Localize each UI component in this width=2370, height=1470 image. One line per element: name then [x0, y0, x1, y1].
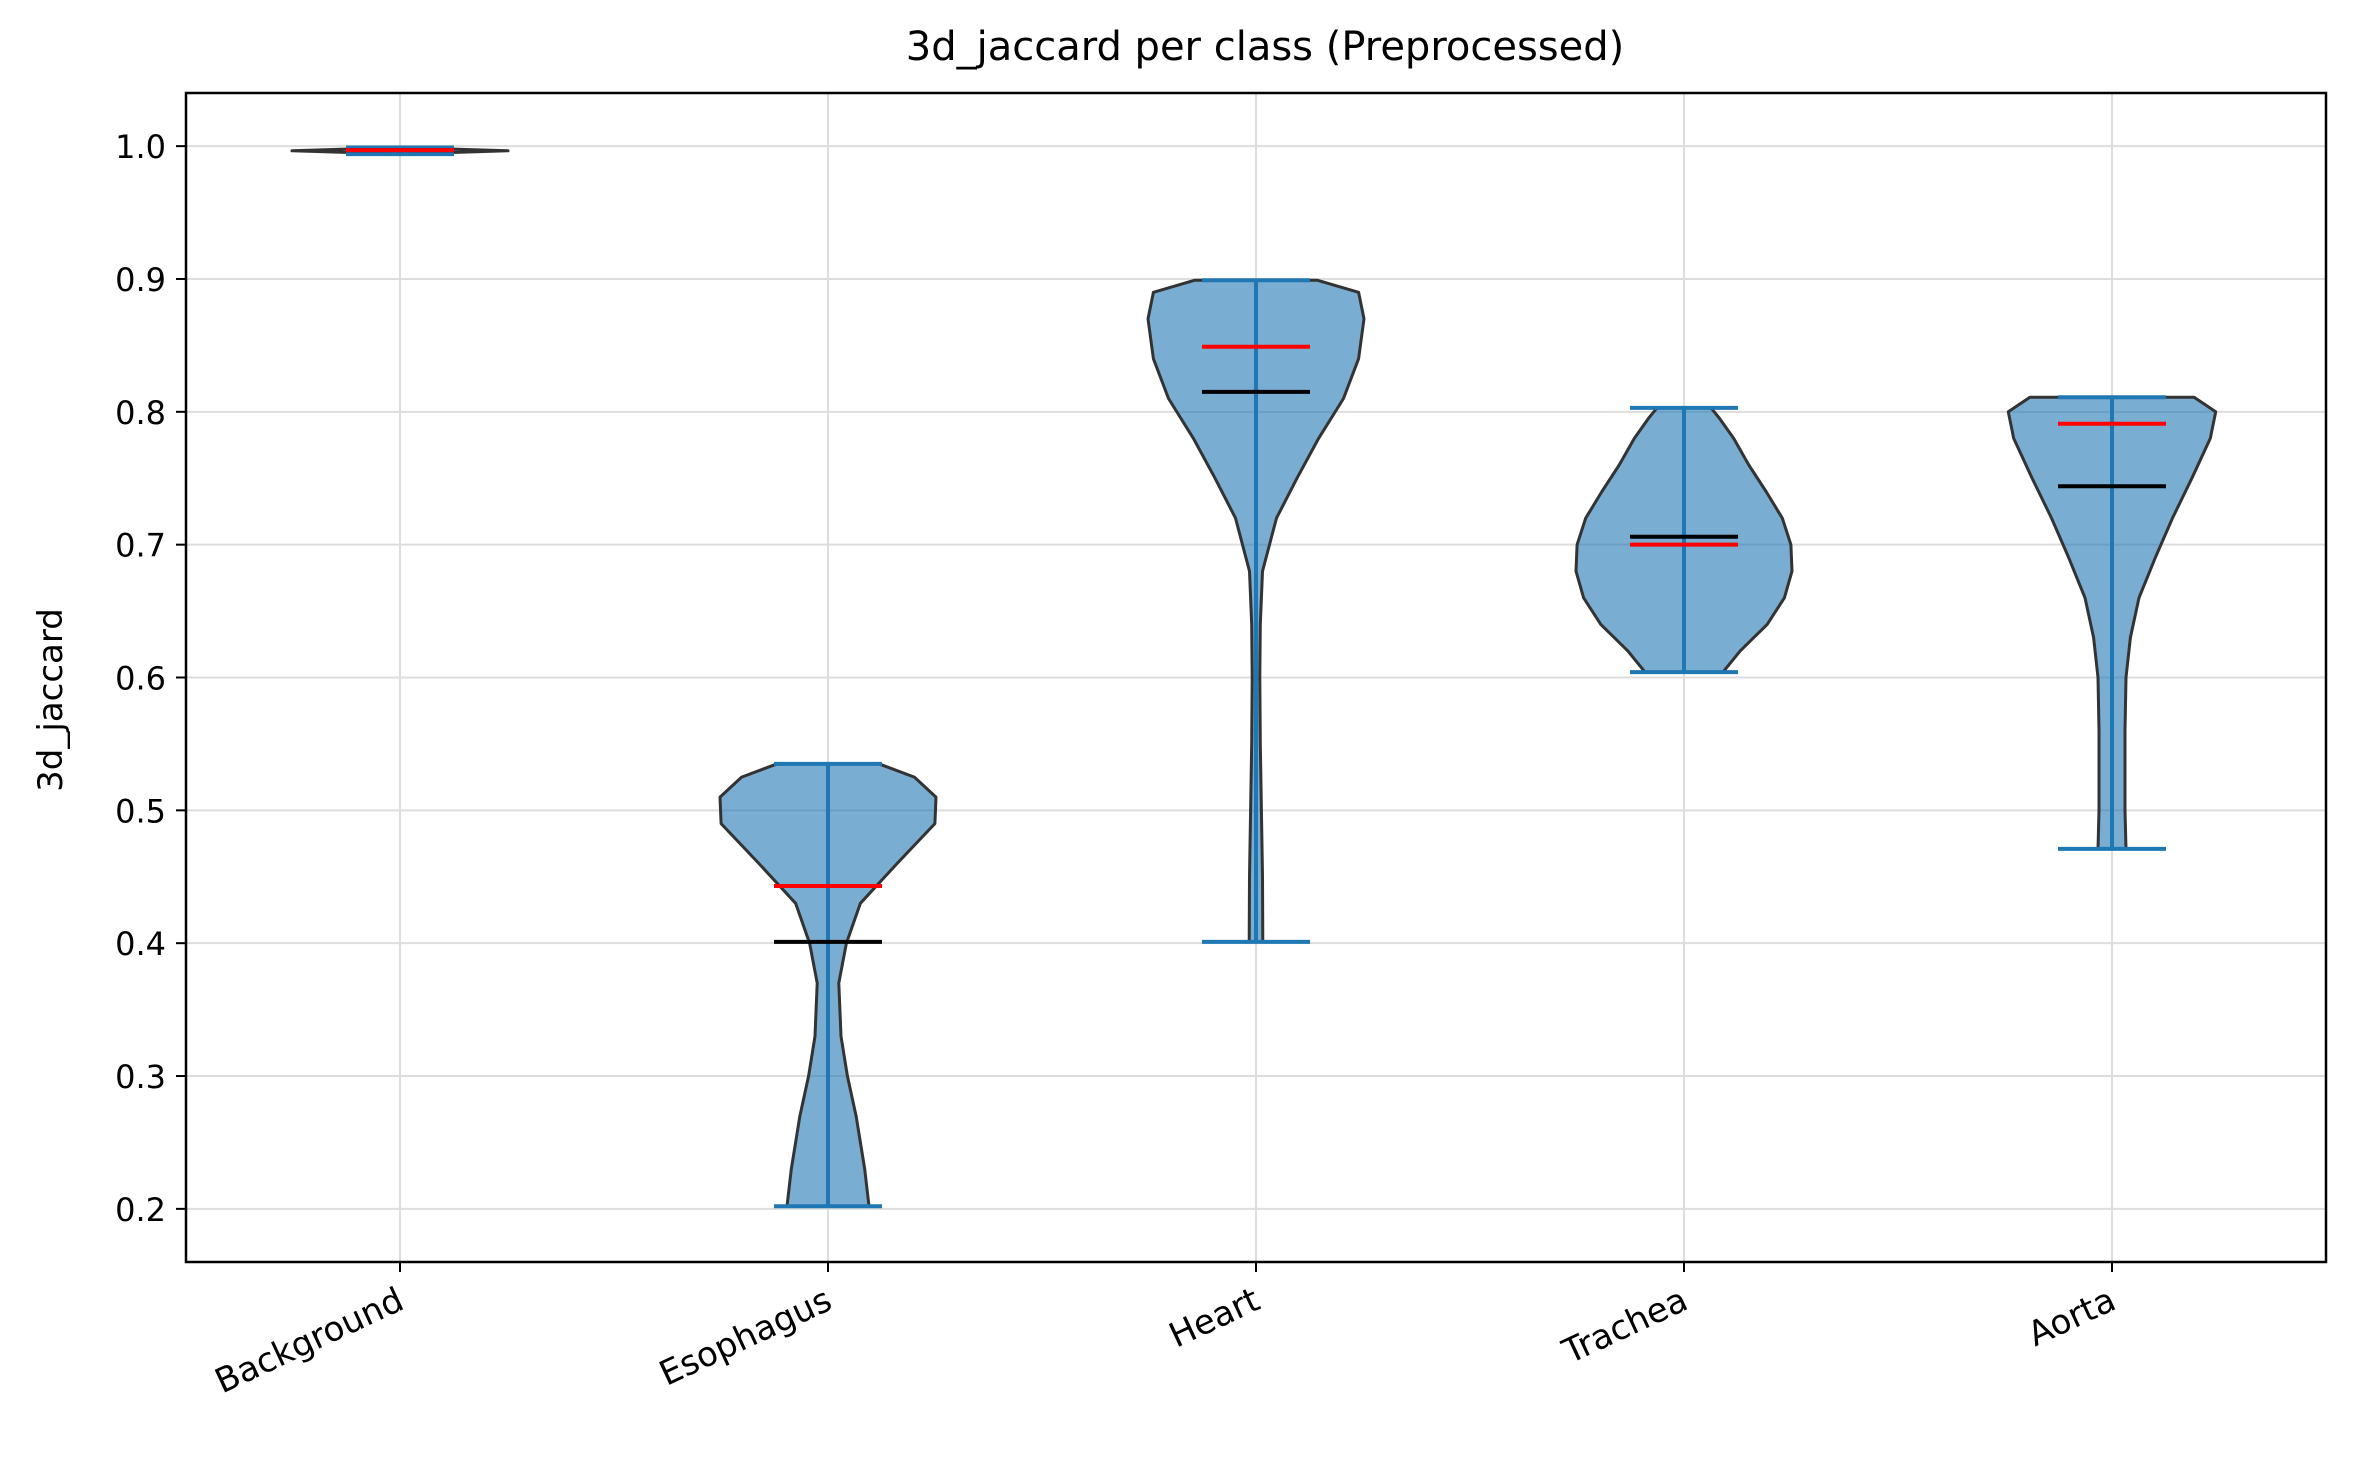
y-tick-label: 0.4 — [115, 925, 166, 963]
y-tick-label: 0.8 — [115, 394, 166, 432]
y-tick-label: 0.7 — [115, 527, 166, 565]
y-tick-label: 0.9 — [115, 261, 166, 299]
chart-title: 3d_jaccard per class (Preprocessed) — [906, 24, 1625, 70]
y-tick-label: 0.5 — [115, 792, 166, 830]
violin-background — [290, 145, 510, 157]
y-tick-label: 0.6 — [115, 660, 166, 698]
y-tick-label: 1.0 — [115, 128, 166, 166]
y-tick-label: 0.2 — [115, 1191, 166, 1229]
violin-trachea — [1574, 405, 1794, 675]
y-axis-label: 3d_jaccard — [31, 608, 71, 792]
y-tick-label: 0.3 — [115, 1058, 166, 1096]
violin-esophagus — [718, 761, 938, 1209]
violins — [290, 145, 2218, 1209]
violin-heart — [1146, 278, 1366, 944]
violin-aorta — [2006, 395, 2218, 851]
